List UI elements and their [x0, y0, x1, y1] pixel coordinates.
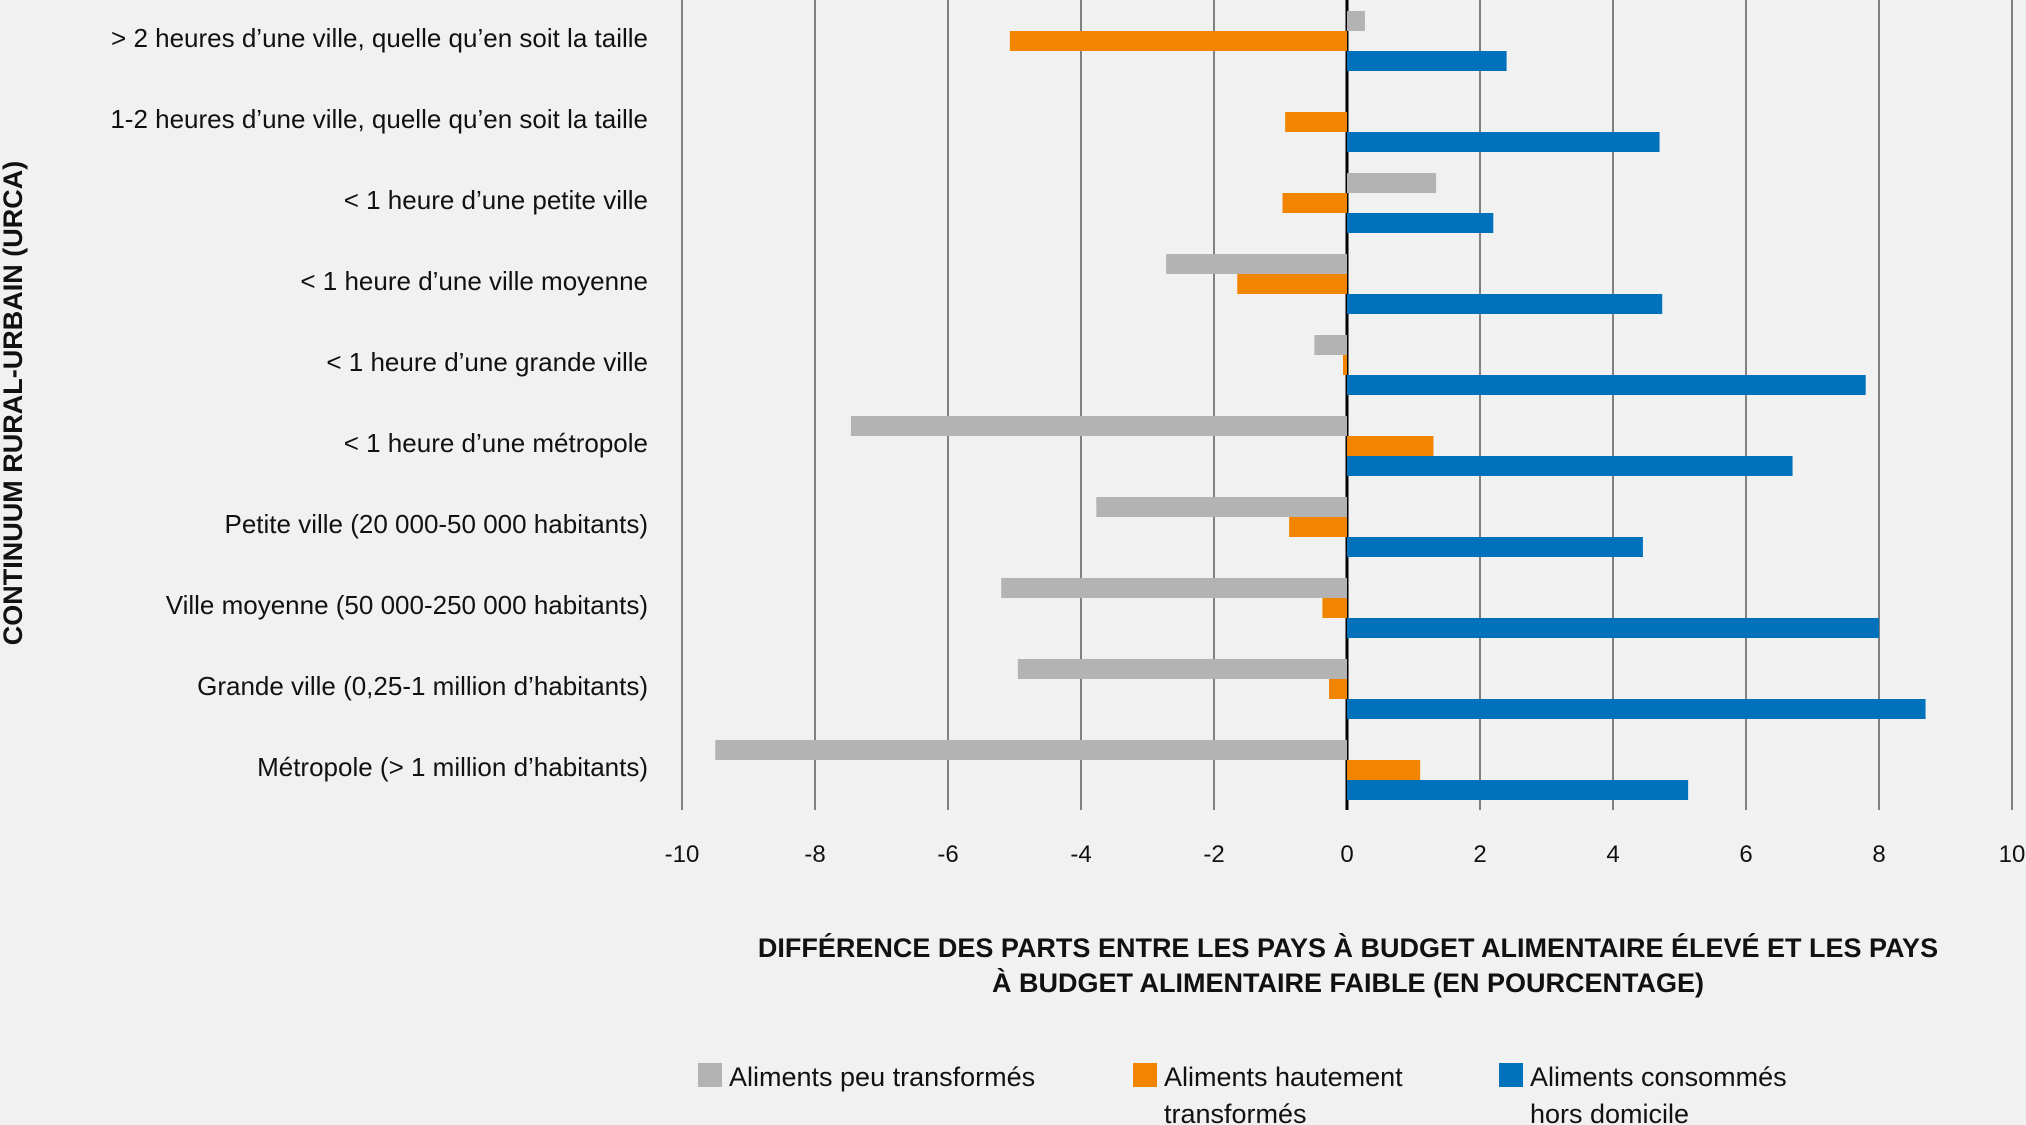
bar-aliments-peu-transformés — [1347, 11, 1365, 31]
category-label: < 1 heure d’une métropole — [344, 428, 648, 458]
bar-aliments-peu-transformés — [715, 740, 1347, 760]
bar-aliments-consommés-hors-domicile — [1347, 51, 1507, 71]
x-axis-title-line-2: À BUDGET ALIMENTAIRE FAIBLE (EN POURCENT… — [992, 967, 1704, 998]
bar-aliments-hautement-transformés — [1343, 355, 1347, 375]
x-tick-label: -8 — [804, 841, 825, 868]
bar-aliments-hautement-transformés — [1285, 112, 1347, 132]
bar-aliments-hautement-transformés — [1282, 193, 1347, 213]
x-tick-label: 8 — [1872, 841, 1885, 868]
legend-item: Aliments hautement transformés — [1133, 1062, 1403, 1125]
category-label: < 1 heure d’une grande ville — [326, 347, 648, 377]
x-tick-label: 6 — [1739, 841, 1752, 868]
legend-swatch — [698, 1063, 722, 1087]
legend-item: Aliments consommés hors domicile — [1499, 1062, 1787, 1125]
bar-aliments-hautement-transformés — [1009, 31, 1347, 51]
legend-label: transformés — [1164, 1099, 1307, 1125]
bar-aliments-peu-transformés — [850, 416, 1347, 436]
bar-aliments-peu-transformés — [1096, 497, 1347, 517]
bar-aliments-hautement-transformés — [1329, 679, 1347, 699]
x-tick-label: 2 — [1473, 841, 1486, 868]
bar-aliments-consommés-hors-domicile — [1347, 375, 1866, 395]
bar-aliments-consommés-hors-domicile — [1347, 294, 1663, 314]
bar-aliments-peu-transformés — [1314, 335, 1347, 355]
bar-aliments-consommés-hors-domicile — [1347, 618, 1879, 638]
bar-aliments-hautement-transformés — [1322, 598, 1347, 618]
legend-swatch — [1499, 1063, 1523, 1087]
bar-aliments-consommés-hors-domicile — [1347, 537, 1643, 557]
bar-aliments-peu-transformés — [1001, 578, 1347, 598]
bar-aliments-consommés-hors-domicile — [1347, 132, 1660, 152]
category-label: Grande ville (0,25-1 million d’habitants… — [197, 671, 648, 701]
x-tick-label: -10 — [665, 841, 700, 868]
x-tick-label: -4 — [1070, 841, 1091, 868]
bar-aliments-consommés-hors-domicile — [1347, 699, 1926, 719]
legend-swatch — [1133, 1063, 1157, 1087]
bar-aliments-hautement-transformés — [1347, 436, 1434, 456]
x-tick-label: 10 — [1999, 841, 2026, 868]
x-tick-label: -6 — [937, 841, 958, 868]
bar-aliments-peu-transformés — [1017, 659, 1347, 679]
category-label: 1-2 heures d’une ville, quelle qu’en soi… — [110, 104, 648, 134]
bar-aliments-peu-transformés — [1166, 254, 1347, 274]
category-label: < 1 heure d’une petite ville — [344, 185, 648, 215]
x-tick-label: 4 — [1606, 841, 1619, 868]
bar-aliments-hautement-transformés — [1289, 517, 1347, 537]
legend-label: hors domicile — [1530, 1099, 1689, 1125]
category-label: < 1 heure d’une ville moyenne — [300, 266, 648, 296]
x-axis-title-line-1: DIFFÉRENCE DES PARTS ENTRE LES PAYS À BU… — [758, 932, 1938, 963]
bar-aliments-consommés-hors-domicile — [1347, 780, 1689, 800]
category-label: Petite ville (20 000-50 000 habitants) — [225, 509, 649, 539]
bar-aliments-hautement-transformés — [1237, 274, 1347, 294]
bar-aliments-consommés-hors-domicile — [1347, 213, 1494, 233]
bar-aliments-consommés-hors-domicile — [1347, 456, 1793, 476]
legend-label: Aliments hautement — [1164, 1062, 1403, 1092]
x-tick-label: -2 — [1203, 841, 1224, 868]
legend: Aliments peu transformés Aliments hauteme… — [698, 1062, 1787, 1125]
legend-item: Aliments peu transformés — [698, 1062, 1035, 1092]
x-tick-label: 0 — [1340, 841, 1353, 868]
category-label: > 2 heures d’une ville, quelle qu’en soi… — [111, 23, 648, 53]
category-label: Métropole (> 1 million d’habitants) — [257, 752, 648, 782]
x-tick-labels: -10 -8 -6 -4 -2 0 2 4 6 8 10 — [665, 841, 2026, 868]
category-labels: > 2 heures d’une ville, quelle qu’en soi… — [110, 23, 648, 782]
legend-label: Aliments peu transformés — [729, 1062, 1035, 1092]
bar-aliments-hautement-transformés — [1347, 760, 1421, 780]
legend-label: Aliments consommés — [1530, 1062, 1787, 1092]
category-label: Ville moyenne (50 000-250 000 habitants) — [166, 590, 648, 620]
y-axis-title: CONTINUUM RURAL-URBAIN (URCA) — [0, 161, 28, 645]
bar-aliments-peu-transformés — [1347, 173, 1437, 193]
bars — [715, 11, 1926, 800]
